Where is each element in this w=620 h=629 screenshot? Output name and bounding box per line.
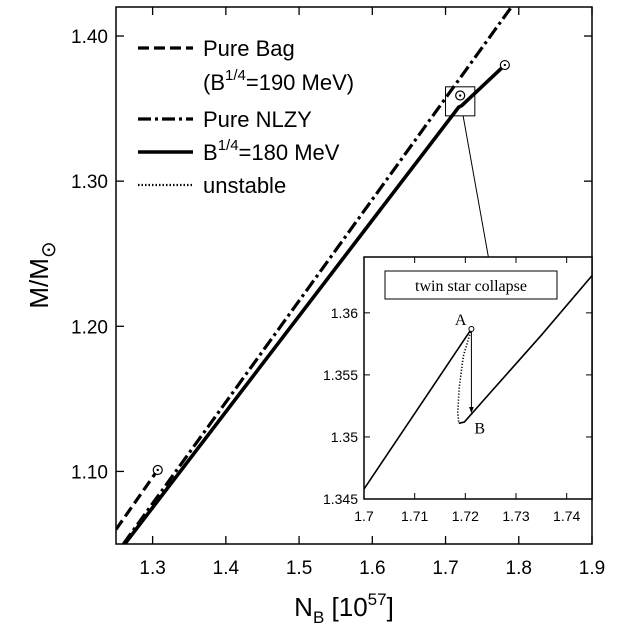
y-title-sub: ⊙ bbox=[38, 241, 60, 258]
curve-endpoint-dot bbox=[156, 468, 159, 472]
legend-label-hybrid: B1/4=180 MeV bbox=[203, 137, 340, 165]
inset-y-tick-label: 1.36 bbox=[331, 305, 358, 321]
y-axis-title: M/M⊙ bbox=[24, 241, 60, 308]
zoom-box bbox=[445, 86, 476, 117]
x-title-sub: B bbox=[313, 608, 324, 627]
x-title-main: N bbox=[294, 592, 313, 622]
inset-points-group: AB bbox=[455, 312, 485, 437]
inset-axis-ticks: 1.7 1.71 1.72 1.73 1.74 1.345 1.35 1.355 1.36 bbox=[323, 257, 592, 524]
inset-y-tick-label: 1.345 bbox=[323, 491, 358, 507]
x-title-end: ] bbox=[387, 592, 394, 622]
main-axis-ticks: 1.3 1.4 1.5 1.6 1.7 1.8 1.9 1.10 1.20 1.30 1.40 bbox=[71, 7, 605, 579]
inset-x-tick-label: 1.72 bbox=[452, 508, 479, 524]
x-title-sup: 57 bbox=[368, 590, 387, 609]
x-tick-label: 1.4 bbox=[213, 558, 240, 579]
x-tick-label: 1.7 bbox=[432, 558, 458, 579]
main-markers-group bbox=[152, 59, 510, 476]
curve-endpoint-dot bbox=[503, 63, 507, 67]
legend-label-bag-constant: (B1/4=190 MeV) bbox=[203, 67, 354, 95]
legend: Pure Bag (B1/4=190 MeV) Pure NLZY B1/4=1… bbox=[138, 36, 354, 198]
inset-x-tick-label: 1.7 bbox=[354, 508, 374, 524]
legend-bag-pre: (B bbox=[203, 70, 225, 95]
series-line-dashdot bbox=[122, 7, 513, 544]
zoom-indicator bbox=[445, 86, 493, 267]
inset-x-tick-label: 1.71 bbox=[401, 508, 428, 524]
legend-bag-sup: 1/4 bbox=[225, 67, 246, 84]
x-title-rest: [10 bbox=[324, 592, 367, 622]
main-series-group bbox=[116, 7, 513, 544]
inset-series-solid bbox=[364, 328, 473, 490]
legend-label-pure-bag: Pure Bag bbox=[203, 36, 295, 61]
series-line-dashed bbox=[116, 469, 160, 531]
y-tick-label: 1.30 bbox=[71, 172, 108, 193]
inset-y-tick-label: 1.35 bbox=[331, 429, 358, 445]
inset-series-solid bbox=[458, 275, 592, 425]
inset-title-box bbox=[384, 270, 558, 300]
x-axis-title: NB [1057] bbox=[294, 590, 394, 627]
y-tick-label: 1.20 bbox=[71, 317, 108, 338]
x-tick-label: 1.5 bbox=[286, 558, 312, 579]
x-tick-label: 1.9 bbox=[579, 558, 605, 579]
point-a-label: A bbox=[455, 312, 467, 329]
x-tick-label: 1.6 bbox=[359, 558, 385, 579]
legend-hyb-sup: 1/4 bbox=[218, 137, 239, 154]
x-tick-label: 1.3 bbox=[139, 558, 165, 579]
x-tick-label: 1.8 bbox=[506, 558, 532, 579]
zoom-arrow bbox=[462, 115, 493, 267]
inset-series-group bbox=[364, 275, 592, 490]
series-line-solid bbox=[123, 63, 507, 544]
point-b-label: B bbox=[474, 420, 485, 437]
inset-title: twin star collapse bbox=[415, 278, 527, 295]
inset-x-tick-label: 1.73 bbox=[502, 508, 529, 524]
legend-label-pure-nlzy: Pure NLZY bbox=[203, 107, 312, 132]
inset-y-tick-label: 1.355 bbox=[323, 367, 358, 383]
y-tick-label: 1.10 bbox=[71, 462, 108, 483]
legend-hyb-post: =180 MeV bbox=[239, 140, 340, 165]
y-tick-label: 1.40 bbox=[71, 27, 108, 48]
legend-hyb-pre: B bbox=[203, 140, 218, 165]
curve-endpoint-dot bbox=[458, 94, 462, 97]
legend-bag-post: =190 MeV) bbox=[246, 70, 354, 95]
inset-series-dotted bbox=[456, 328, 473, 424]
inset-x-tick-label: 1.74 bbox=[553, 508, 580, 524]
y-title-main: M/M bbox=[24, 258, 54, 309]
legend-label-unstable: unstable bbox=[203, 173, 286, 198]
point-a-marker bbox=[468, 325, 475, 332]
